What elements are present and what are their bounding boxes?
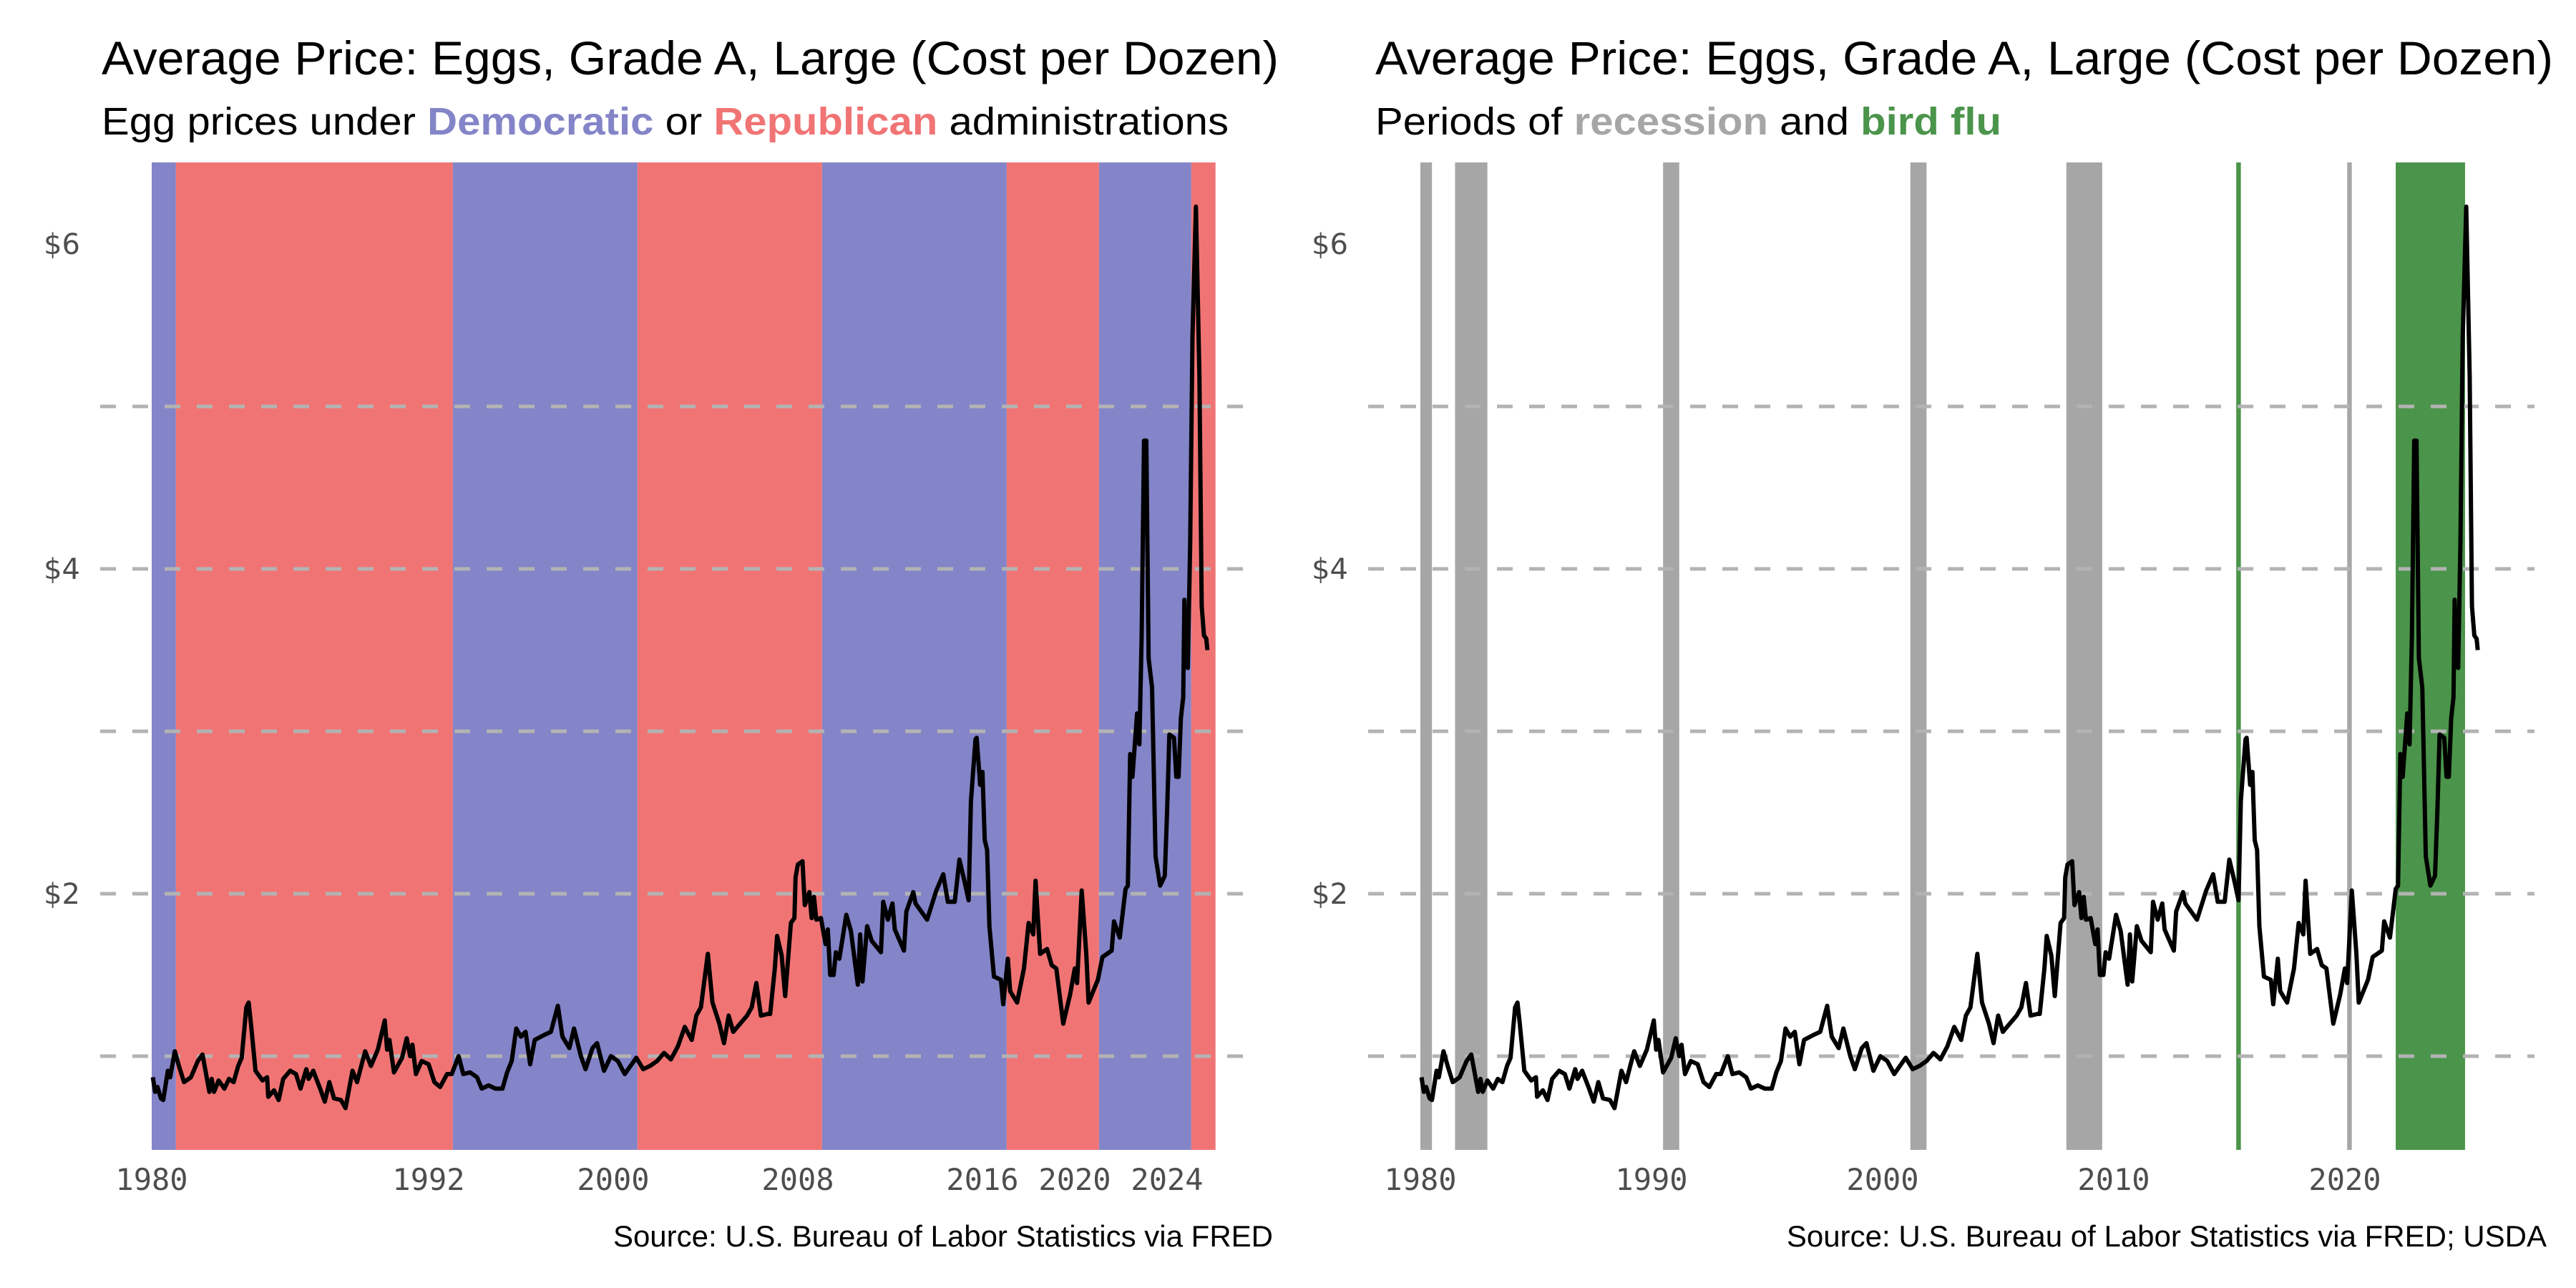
x-tick-label: 1980 (115, 1162, 187, 1197)
x-tick-label: 1980 (1384, 1162, 1456, 1197)
x-tick-label: 2024 (1131, 1162, 1203, 1197)
chart-panel-recession-birdflu: Average Price: Eggs, Grade A, Large (Cos… (1312, 31, 2553, 1253)
band-democratic (821, 162, 1007, 1150)
subtitle-recession: recession (1574, 100, 1768, 143)
chart-title: Average Price: Eggs, Grade A, Large (Cos… (102, 31, 1279, 84)
subtitle-middle: or (653, 100, 713, 143)
band-republican (1191, 162, 1216, 1150)
subtitle-suffix: administrations (937, 100, 1229, 143)
band-democratic (452, 162, 638, 1150)
x-tick-label: 2016 (946, 1162, 1018, 1197)
band-bird-flu (2236, 162, 2241, 1150)
chart-subtitle: Periods of recession and bird flu (1375, 100, 2001, 143)
administration-bands (152, 162, 1216, 1150)
x-tick-label: 1990 (1615, 1162, 1687, 1197)
band-recession (1455, 162, 1488, 1150)
x-tick-label: 2020 (2308, 1162, 2381, 1197)
band-republican (175, 162, 453, 1150)
band-democratic (1098, 162, 1191, 1150)
band-republican (1006, 162, 1099, 1150)
y-tick-label: $2 (44, 878, 80, 911)
subtitle-democratic: Democratic (427, 100, 653, 143)
x-tick-label: 2020 (1038, 1162, 1111, 1197)
band-recession (2347, 162, 2352, 1150)
x-tick-label: 1992 (392, 1162, 464, 1197)
y-tick-label: $2 (1312, 878, 1348, 911)
x-axis-labels: 1980 1992 2000 2008 2016 2020 2024 (115, 1162, 1203, 1197)
band-democratic (152, 162, 176, 1150)
y-gridlines (100, 404, 1259, 1058)
y-tick-label: $6 (44, 228, 80, 261)
x-tick-label: 2010 (2077, 1162, 2150, 1197)
subtitle-middle: and (1768, 100, 1860, 143)
band-recession (1420, 162, 1433, 1150)
band-recession (2066, 162, 2102, 1150)
chart-panel-administrations: Average Price: Eggs, Grade A, Large (Cos… (44, 31, 1279, 1253)
y-tick-label: $4 (44, 553, 80, 586)
chart-title: Average Price: Eggs, Grade A, Large (Cos… (1375, 31, 2553, 84)
subtitle-bird-flu: bird flu (1860, 100, 2001, 143)
band-recession (1663, 162, 1679, 1150)
band-recession (1910, 162, 1927, 1150)
source-caption: Source: U.S. Bureau of Labor Statistics … (1787, 1219, 2547, 1253)
egg-price-line (150, 204, 1210, 1111)
egg-price-line (1419, 204, 2480, 1111)
event-bands (1420, 162, 2465, 1150)
y-gridlines (1368, 404, 2534, 1058)
x-tick-label: 2008 (761, 1162, 834, 1197)
x-tick-label: 2000 (1846, 1162, 1918, 1197)
y-axis-labels: $2 $4 $6 (44, 228, 80, 911)
y-axis-labels: $2 $4 $6 (1312, 228, 1348, 911)
source-caption: Source: U.S. Bureau of Labor Statistics … (613, 1219, 1273, 1253)
subtitle-republican: Republican (713, 100, 937, 143)
chart-subtitle: Egg prices under Democratic or Republica… (102, 100, 1229, 143)
x-tick-label: 2000 (577, 1162, 649, 1197)
y-tick-label: $4 (1312, 553, 1348, 586)
x-axis-labels: 1980 1990 2000 2010 2020 (1384, 1162, 2381, 1197)
y-tick-label: $6 (1312, 228, 1348, 261)
subtitle-prefix: Egg prices under (102, 100, 427, 143)
subtitle-prefix: Periods of (1375, 100, 1574, 143)
band-republican (637, 162, 822, 1150)
